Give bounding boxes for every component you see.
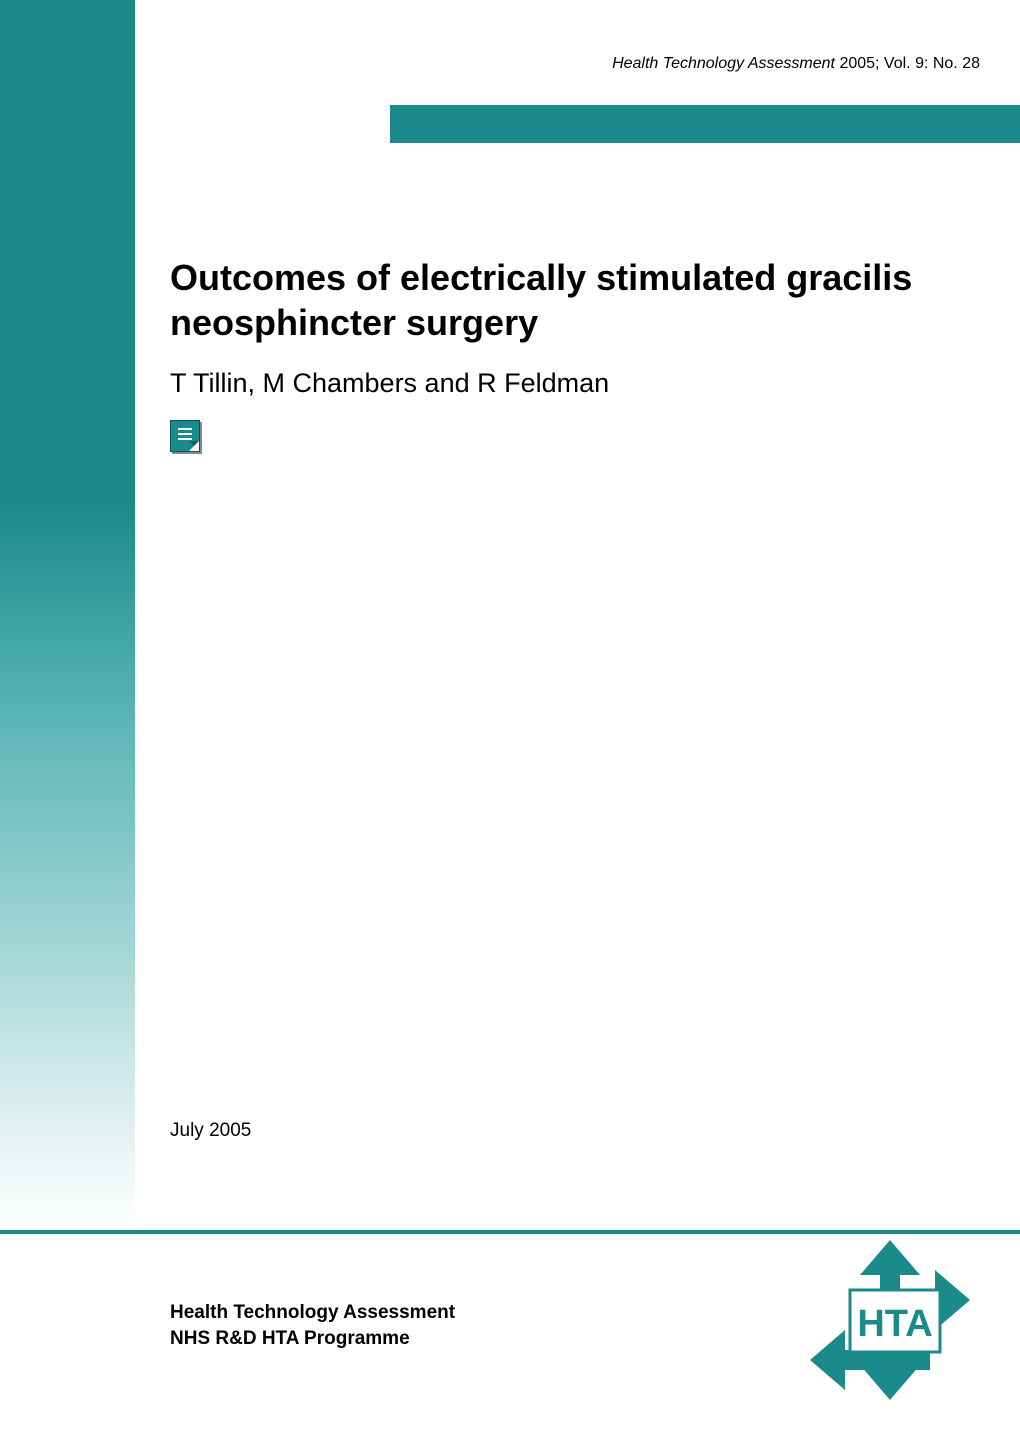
hta-logo: HTA [800, 1230, 980, 1410]
footer-line-1: Health Technology Assessment [170, 1300, 455, 1326]
authors-line: T Tillin, M Chambers and R Feldman [170, 368, 609, 399]
footer-line-2: NHS R&D HTA Programme [170, 1326, 455, 1352]
header-teal-bar [390, 105, 1020, 143]
sidebar-gradient [0, 500, 135, 1230]
publication-date: July 2005 [170, 1120, 251, 1142]
logo-text: HTA [857, 1303, 932, 1345]
footer-programme: Health Technology Assessment NHS R&D HTA… [170, 1300, 455, 1351]
journal-name: Health Technology Assessment [612, 55, 835, 72]
page-title: Outcomes of electrically stimulated grac… [170, 255, 960, 345]
journal-issue: 2005; Vol. 9: No. 28 [835, 55, 980, 72]
journal-citation: Health Technology Assessment 2005; Vol. … [612, 55, 980, 73]
document-note-icon[interactable] [170, 420, 200, 452]
